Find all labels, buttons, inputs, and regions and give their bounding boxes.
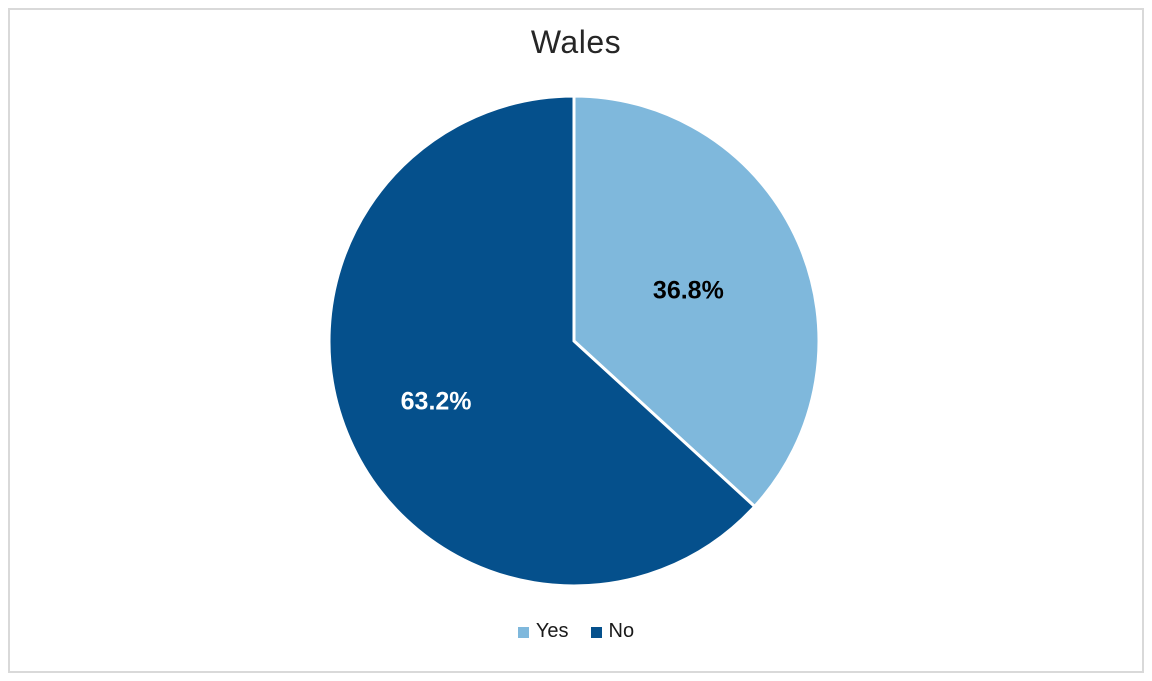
- pie-slice-yes[interactable]: [572, 94, 821, 509]
- legend-label-no: No: [608, 620, 635, 642]
- legend-marker-yes-icon: [517, 626, 529, 638]
- pie-slice-no[interactable]: [327, 94, 757, 588]
- legend-marker-no-icon: [590, 626, 602, 638]
- legend: Yes No: [0, 621, 1152, 641]
- chart-title: Wales: [530, 24, 622, 60]
- data-label-no: 63.2%: [400, 387, 472, 416]
- data-label-yes: 36.8%: [652, 276, 724, 305]
- legend-item-yes[interactable]: Yes: [517, 620, 569, 642]
- legend-item-no[interactable]: No: [590, 620, 635, 642]
- legend-label-yes: Yes: [535, 620, 569, 642]
